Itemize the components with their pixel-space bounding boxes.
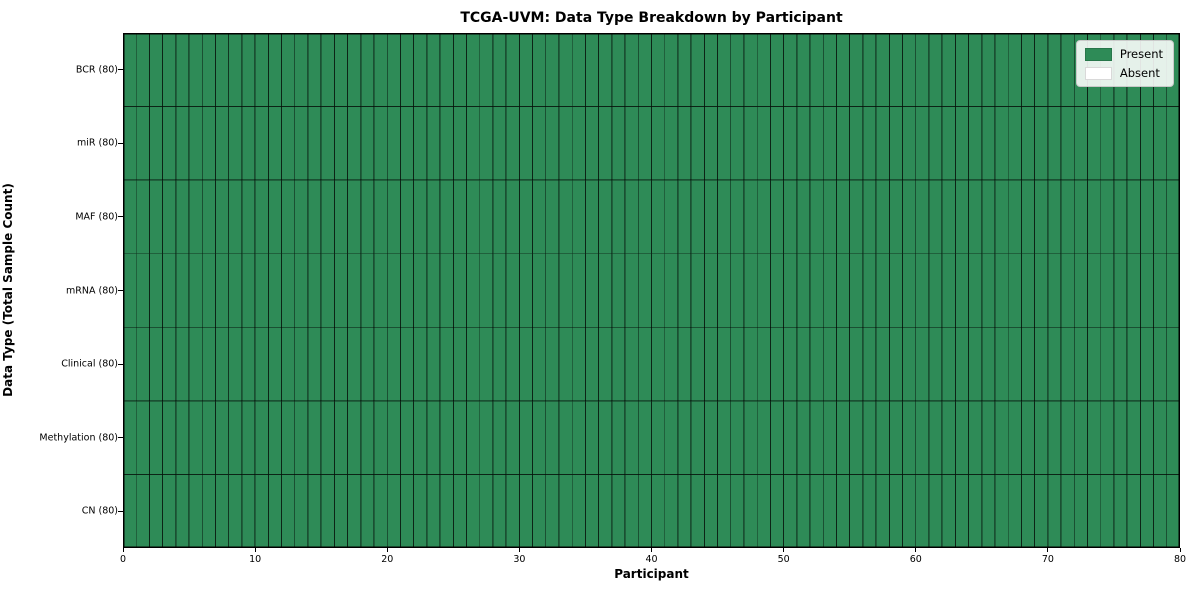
absent-swatch xyxy=(1084,66,1112,80)
x-tick-label: 70 xyxy=(1041,554,1054,565)
x-tick-label: 40 xyxy=(645,554,658,565)
y-tick-mark xyxy=(118,363,123,365)
x-tick-mark xyxy=(651,548,652,552)
x-tick-label: 30 xyxy=(513,554,526,565)
y-tick-label: CN (80) xyxy=(81,505,118,517)
x-tick-label: 10 xyxy=(249,554,262,565)
y-tick-label: BCR (80) xyxy=(75,64,118,76)
x-tick-mark xyxy=(1179,548,1181,552)
x-tick-mark xyxy=(386,548,388,552)
x-tick-label: 60 xyxy=(909,554,922,565)
heatmap-grid xyxy=(122,32,1181,549)
x-tick-label: 80 xyxy=(1173,554,1187,565)
legend-label-absent: Absent xyxy=(1119,66,1160,80)
y-tick-mark xyxy=(118,437,123,439)
y-tick-label: mRNA (80) xyxy=(66,285,118,296)
x-tick-mark xyxy=(254,548,256,552)
y-tick-mark xyxy=(118,142,123,144)
y-tick-label: Clinical (80) xyxy=(61,358,118,370)
x-tick-label: 50 xyxy=(777,554,790,565)
y-tick-mark xyxy=(118,510,123,512)
y-axis-label: Data Type (Total Sample Count) xyxy=(1,183,15,397)
y-tick-mark xyxy=(118,290,123,291)
chart-title: TCGA-UVM: Data Type Breakdown by Partici… xyxy=(460,10,843,26)
y-tick-label: Methylation (80) xyxy=(39,432,118,444)
x-tick-mark xyxy=(783,548,785,552)
plot-area: Present Absent xyxy=(122,32,1181,549)
legend: Present Absent xyxy=(1075,40,1174,87)
x-tick-mark xyxy=(518,548,520,552)
x-tick-mark xyxy=(1047,548,1049,552)
present-swatch xyxy=(1084,47,1112,61)
y-tick-mark xyxy=(118,216,123,218)
x-tick-mark xyxy=(915,548,917,552)
x-axis-label: Participant xyxy=(614,567,689,581)
y-tick-mark xyxy=(118,69,123,71)
legend-item-present: Present xyxy=(1084,47,1163,61)
legend-label-present: Present xyxy=(1119,47,1163,61)
y-tick-label: MAF (80) xyxy=(75,211,118,223)
legend-item-absent: Absent xyxy=(1084,66,1163,80)
x-tick-label: 20 xyxy=(381,554,394,565)
y-tick-label: miR (80) xyxy=(76,137,118,149)
x-tick-label: 0 xyxy=(119,554,127,565)
x-tick-mark xyxy=(122,548,124,552)
